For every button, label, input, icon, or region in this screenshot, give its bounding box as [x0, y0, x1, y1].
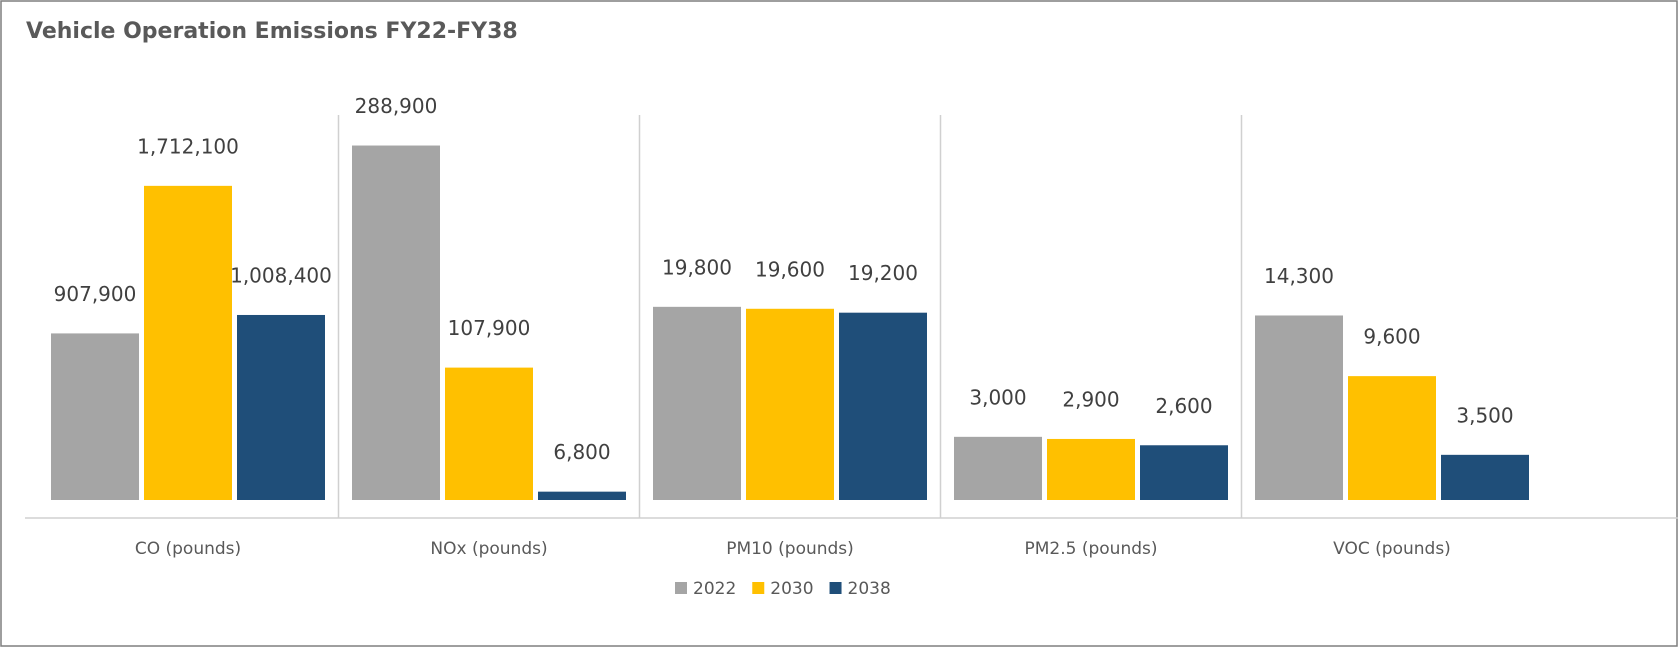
data-label: 19,800 [662, 255, 732, 279]
legend-label: 2022 [693, 579, 736, 599]
bar [1348, 376, 1436, 500]
data-label: 14,300 [1264, 264, 1334, 288]
data-label: 907,900 [54, 282, 137, 306]
data-label: 1,712,100 [137, 134, 239, 158]
bar [954, 436, 1042, 500]
bar [1255, 315, 1343, 500]
data-label: 288,900 [355, 94, 438, 118]
category-label: CO (pounds) [135, 539, 241, 559]
bar [1441, 454, 1529, 500]
legend-label: 2030 [770, 579, 813, 599]
bar [144, 185, 232, 500]
bar [237, 314, 325, 500]
data-label: 6,800 [553, 440, 610, 464]
data-label: 2,900 [1062, 387, 1119, 411]
chart-title: Vehicle Operation Emissions FY22-FY38 [26, 19, 518, 44]
data-label: 19,200 [848, 261, 918, 285]
category-label: PM2.5 (pounds) [1024, 539, 1157, 559]
bar [839, 312, 927, 500]
legend-label: 2038 [848, 579, 891, 599]
bar [1047, 438, 1135, 500]
data-label: 2,600 [1155, 394, 1212, 418]
bar [746, 308, 834, 500]
data-label: 9,600 [1363, 325, 1420, 349]
category-label: VOC (pounds) [1333, 539, 1451, 559]
bar [538, 491, 626, 500]
data-label: 19,600 [755, 257, 825, 281]
bar [445, 367, 533, 500]
legend-swatch [752, 582, 765, 594]
legend-swatch [829, 582, 842, 594]
bar [1140, 445, 1228, 500]
legend-swatch [675, 582, 687, 594]
data-label: 3,500 [1456, 403, 1513, 427]
bar [352, 145, 440, 500]
category-label: NOx (pounds) [430, 539, 547, 559]
data-label: 3,000 [969, 385, 1026, 409]
category-label: PM10 (pounds) [726, 539, 854, 559]
bar [653, 306, 741, 500]
data-label: 1,008,400 [230, 263, 332, 287]
data-label: 107,900 [448, 316, 531, 340]
bar [51, 333, 139, 500]
